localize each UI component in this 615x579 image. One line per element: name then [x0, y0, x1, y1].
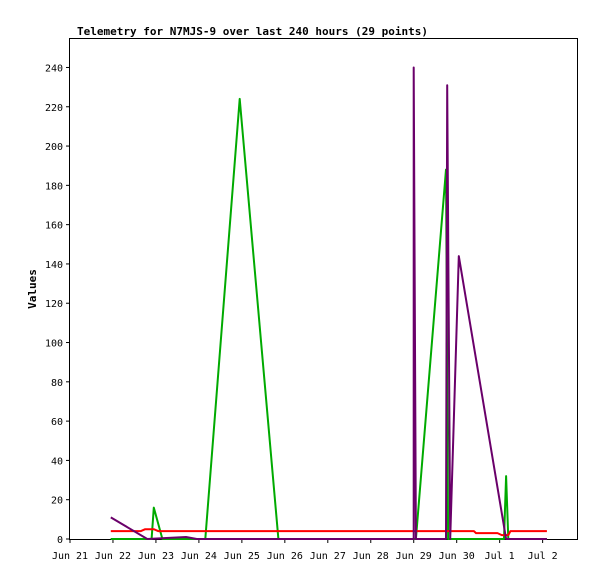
y-axis-ticks: 0 20 40 60 80 100 120 140 160 180 200 220 240 [45, 63, 70, 546]
y-tick-label: 20 [51, 496, 63, 507]
x-tick-label: Jun 24 [181, 551, 217, 562]
y-tick-label: 40 [51, 456, 63, 467]
x-tick-label: Jul 2 [528, 551, 558, 562]
x-tick-label: Jun 27 [310, 551, 346, 562]
y-tick-label: 120 [45, 299, 63, 310]
x-tick-label: Jun 22 [95, 551, 131, 562]
y-tick-label: 160 [45, 221, 63, 232]
y-tick-label: 180 [45, 181, 63, 192]
x-tick-label: Jun 26 [267, 551, 303, 562]
series-line-2 [110, 97, 547, 540]
x-tick-label: Jun 23 [138, 551, 174, 562]
series-layer [110, 66, 547, 540]
y-tick-label: 200 [45, 142, 63, 153]
y-tick-label: 240 [45, 63, 63, 74]
y-tick-label: 60 [51, 417, 63, 428]
chart-title: Telemetry for N7MJS-9 over last 240 hour… [77, 25, 428, 38]
y-tick-label: 220 [45, 103, 63, 114]
series-line-4 [110, 66, 547, 540]
y-tick-label: 0 [57, 535, 63, 546]
x-tick-label: Jun 25 [224, 551, 260, 562]
x-axis-ticks: Jun 21 Jun 22 Jun 23 Jun 24 Jun 25 Jun 26 Jun … [52, 539, 558, 562]
y-tick-label: 100 [45, 339, 63, 350]
series-line-3 [110, 528, 547, 537]
y-tick-label: 80 [51, 378, 63, 389]
x-tick-label: Jun 21 [52, 551, 88, 562]
x-tick-label: Jul 1 [485, 551, 515, 562]
y-axis-label: Values [26, 269, 39, 309]
x-tick-label: Jun 30 [439, 551, 475, 562]
x-tick-label: Jun 29 [396, 551, 432, 562]
plot-frame [69, 38, 578, 540]
y-tick-label: 140 [45, 260, 63, 271]
x-tick-label: Jun 28 [353, 551, 389, 562]
